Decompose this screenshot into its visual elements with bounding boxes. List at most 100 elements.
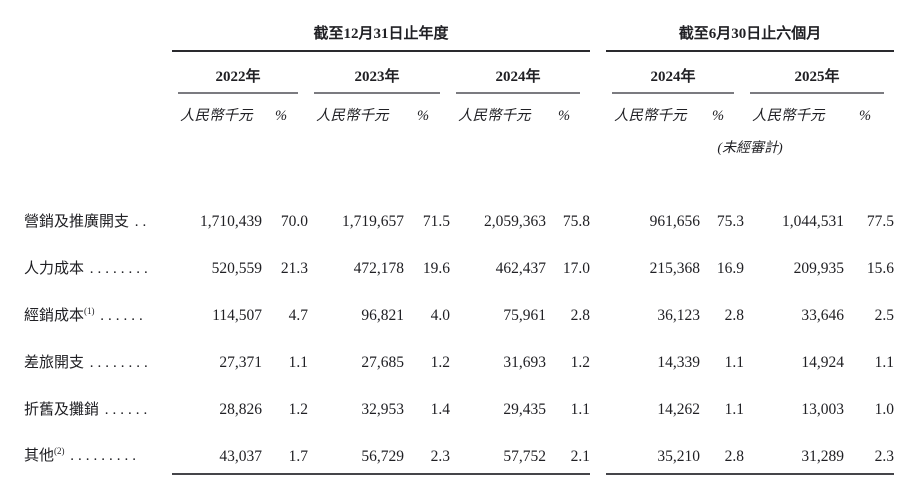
amount-cell: 1,044,531 xyxy=(782,213,845,230)
expense-row: 經銷成本(1) ...... 114,507 4.7 96,821 4.0 75,961 2… xyxy=(24,287,894,334)
percent-cell: 1.2 xyxy=(570,354,591,371)
section-gap xyxy=(590,428,606,474)
amount-cell: 36,123 xyxy=(657,307,701,324)
row-label-cell: 折舊及攤銷 ...... xyxy=(24,381,172,428)
percent-cell: 1.0 xyxy=(874,401,895,418)
amount-cell: 43,037 xyxy=(172,428,262,475)
expense-row: 折舊及攤銷 ...... 28,826 1.2 32,953 1.4 29,435 1.1 1… xyxy=(24,381,894,428)
section-gap xyxy=(590,334,606,381)
amount-cell: 209,935 xyxy=(793,260,845,277)
row-label: 營銷及推廣開支 xyxy=(24,214,130,230)
amount-cell: 57,752 xyxy=(450,428,546,475)
expense-row: 其他(2) ......... 43,037 1.7 56,729 2.3 57,752 2… xyxy=(24,428,895,475)
percent-cell: 1.2 xyxy=(288,401,308,418)
amount-cell: 215,368 xyxy=(649,260,701,277)
row-label: 其他 xyxy=(24,448,55,464)
amount-cell: 961,656 xyxy=(649,213,701,230)
row-label: 差旅開支 xyxy=(24,355,85,371)
section-gap xyxy=(590,287,606,334)
amount-cell: 2,716,641 xyxy=(450,474,546,480)
section-gap xyxy=(590,240,606,287)
year-header-row: 2022年 2023年 2024年 2024年 2025年 xyxy=(24,51,894,94)
year-header-2024: 2024年 xyxy=(456,52,581,94)
percent-cell: 15.6 xyxy=(866,260,895,277)
percent-cell: 19.6 xyxy=(422,260,450,277)
amount-cell: 31,289 xyxy=(744,428,845,475)
unit-header-percent: % xyxy=(711,108,725,124)
amount-cell: 28,826 xyxy=(219,401,262,418)
percent-cell: 75.3 xyxy=(716,213,745,230)
percent-cell: 100.0 xyxy=(700,474,745,480)
unit-header-percent: % xyxy=(858,108,872,124)
percent-cell: 1.1 xyxy=(288,354,308,371)
year-header-2022: 2022年 xyxy=(178,52,298,94)
unit-header-percent: % xyxy=(416,108,430,124)
row-label-cell: 差旅開支 ........ xyxy=(24,334,172,381)
dot-leader: ........ xyxy=(89,261,152,277)
amount-cell: 33,646 xyxy=(801,307,845,324)
amount-cell: 2,406,023 xyxy=(308,474,404,480)
percent-cell: 1.4 xyxy=(430,401,450,418)
percent-cell: 75.8 xyxy=(562,213,591,230)
amount-cell: 14,262 xyxy=(657,401,701,418)
amount-cell: 1,719,657 xyxy=(342,213,404,230)
unit-header-amount: 人民幣千元 xyxy=(180,108,253,124)
row-label: 人力成本 xyxy=(24,261,85,277)
percent-cell: 4.7 xyxy=(288,307,308,324)
table-body: 營銷及推廣開支 .. 1,710,439 70.0 1,719,657 71.5 2,05… xyxy=(24,193,895,480)
unit-header-row: 人民幣千元 % 人民幣千元 % 人民幣千元 % 人民幣千元 % 人民幣千元 % xyxy=(24,94,894,127)
percent-cell: 77.5 xyxy=(866,213,895,230)
percent-cell: 16.9 xyxy=(716,260,745,277)
footnote-marker: (1) xyxy=(84,306,95,316)
percent-cell: 100.0 xyxy=(844,474,895,480)
amount-cell: 27,371 xyxy=(219,354,262,371)
total-row: 總計 ..........2,444,739100.02,406,023100.… xyxy=(24,474,895,480)
percent-cell: 1.1 xyxy=(570,401,591,418)
amount-cell: 75,961 xyxy=(503,307,546,324)
percent-cell: 2.3 xyxy=(404,428,450,475)
amount-cell: 14,339 xyxy=(657,354,701,371)
amount-cell: 1,347,328 xyxy=(744,474,845,480)
percent-cell: 1.2 xyxy=(430,354,450,371)
percent-cell: 2.8 xyxy=(570,307,591,324)
row-label-cell: 其他(2) ......... xyxy=(24,428,172,474)
expense-row: 營銷及推廣開支 .. 1,710,439 70.0 1,719,657 71.5 2,05… xyxy=(24,193,894,240)
percent-cell: 2.1 xyxy=(546,428,591,475)
percent-cell: 100.0 xyxy=(546,474,591,480)
expense-row: 差旅開支 ........ 27,371 1.1 27,685 1.2 31,693 1.2… xyxy=(24,334,894,381)
amount-cell: 1,710,439 xyxy=(200,213,262,230)
label-column-spacer xyxy=(24,12,172,51)
expense-breakdown-table: 截至12月31日止年度 截至6月30日止六個月 2022年 2023年 2024… xyxy=(24,12,895,480)
row-label: 經銷成本 xyxy=(24,308,85,324)
annual-section-header: 截至12月31日止年度 xyxy=(172,12,591,52)
year-header-interim-2025: 2025年 xyxy=(750,52,885,94)
percent-cell: 100.0 xyxy=(262,474,308,480)
year-header-interim-2024: 2024年 xyxy=(612,52,735,94)
amount-cell: 520,559 xyxy=(211,260,262,277)
amount-cell: 35,210 xyxy=(606,428,701,475)
percent-cell: 2.5 xyxy=(874,307,895,324)
unaudited-note-row: (未經審計) xyxy=(24,127,894,157)
unit-header-amount: 人民幣千元 xyxy=(458,108,531,124)
amount-cell: 472,178 xyxy=(353,260,404,277)
year-header-2023: 2023年 xyxy=(314,52,440,94)
percent-cell: 4.0 xyxy=(430,307,450,324)
amount-cell: 29,435 xyxy=(503,401,546,418)
percent-cell: 2.8 xyxy=(700,428,745,475)
footnote-marker: (2) xyxy=(54,446,65,456)
amount-cell: 13,003 xyxy=(801,401,845,418)
label-column-spacer xyxy=(24,94,172,127)
amount-cell: 462,437 xyxy=(495,260,546,277)
row-label-cell: 總計 .......... xyxy=(24,474,172,480)
percent-cell: 1.1 xyxy=(724,354,745,371)
expense-row: 人力成本 ........ 520,559 21.3 472,178 19.6 462,4… xyxy=(24,240,894,287)
percent-cell: 2.8 xyxy=(724,307,745,324)
percent-cell: 71.5 xyxy=(422,213,450,230)
label-column-spacer xyxy=(24,51,172,94)
dot-leader: ...... xyxy=(104,402,152,418)
amount-cell: 31,693 xyxy=(503,354,546,371)
amount-cell: 27,685 xyxy=(361,354,404,371)
dot-leader: ........ xyxy=(89,355,152,371)
percent-cell: 1.7 xyxy=(262,428,308,475)
